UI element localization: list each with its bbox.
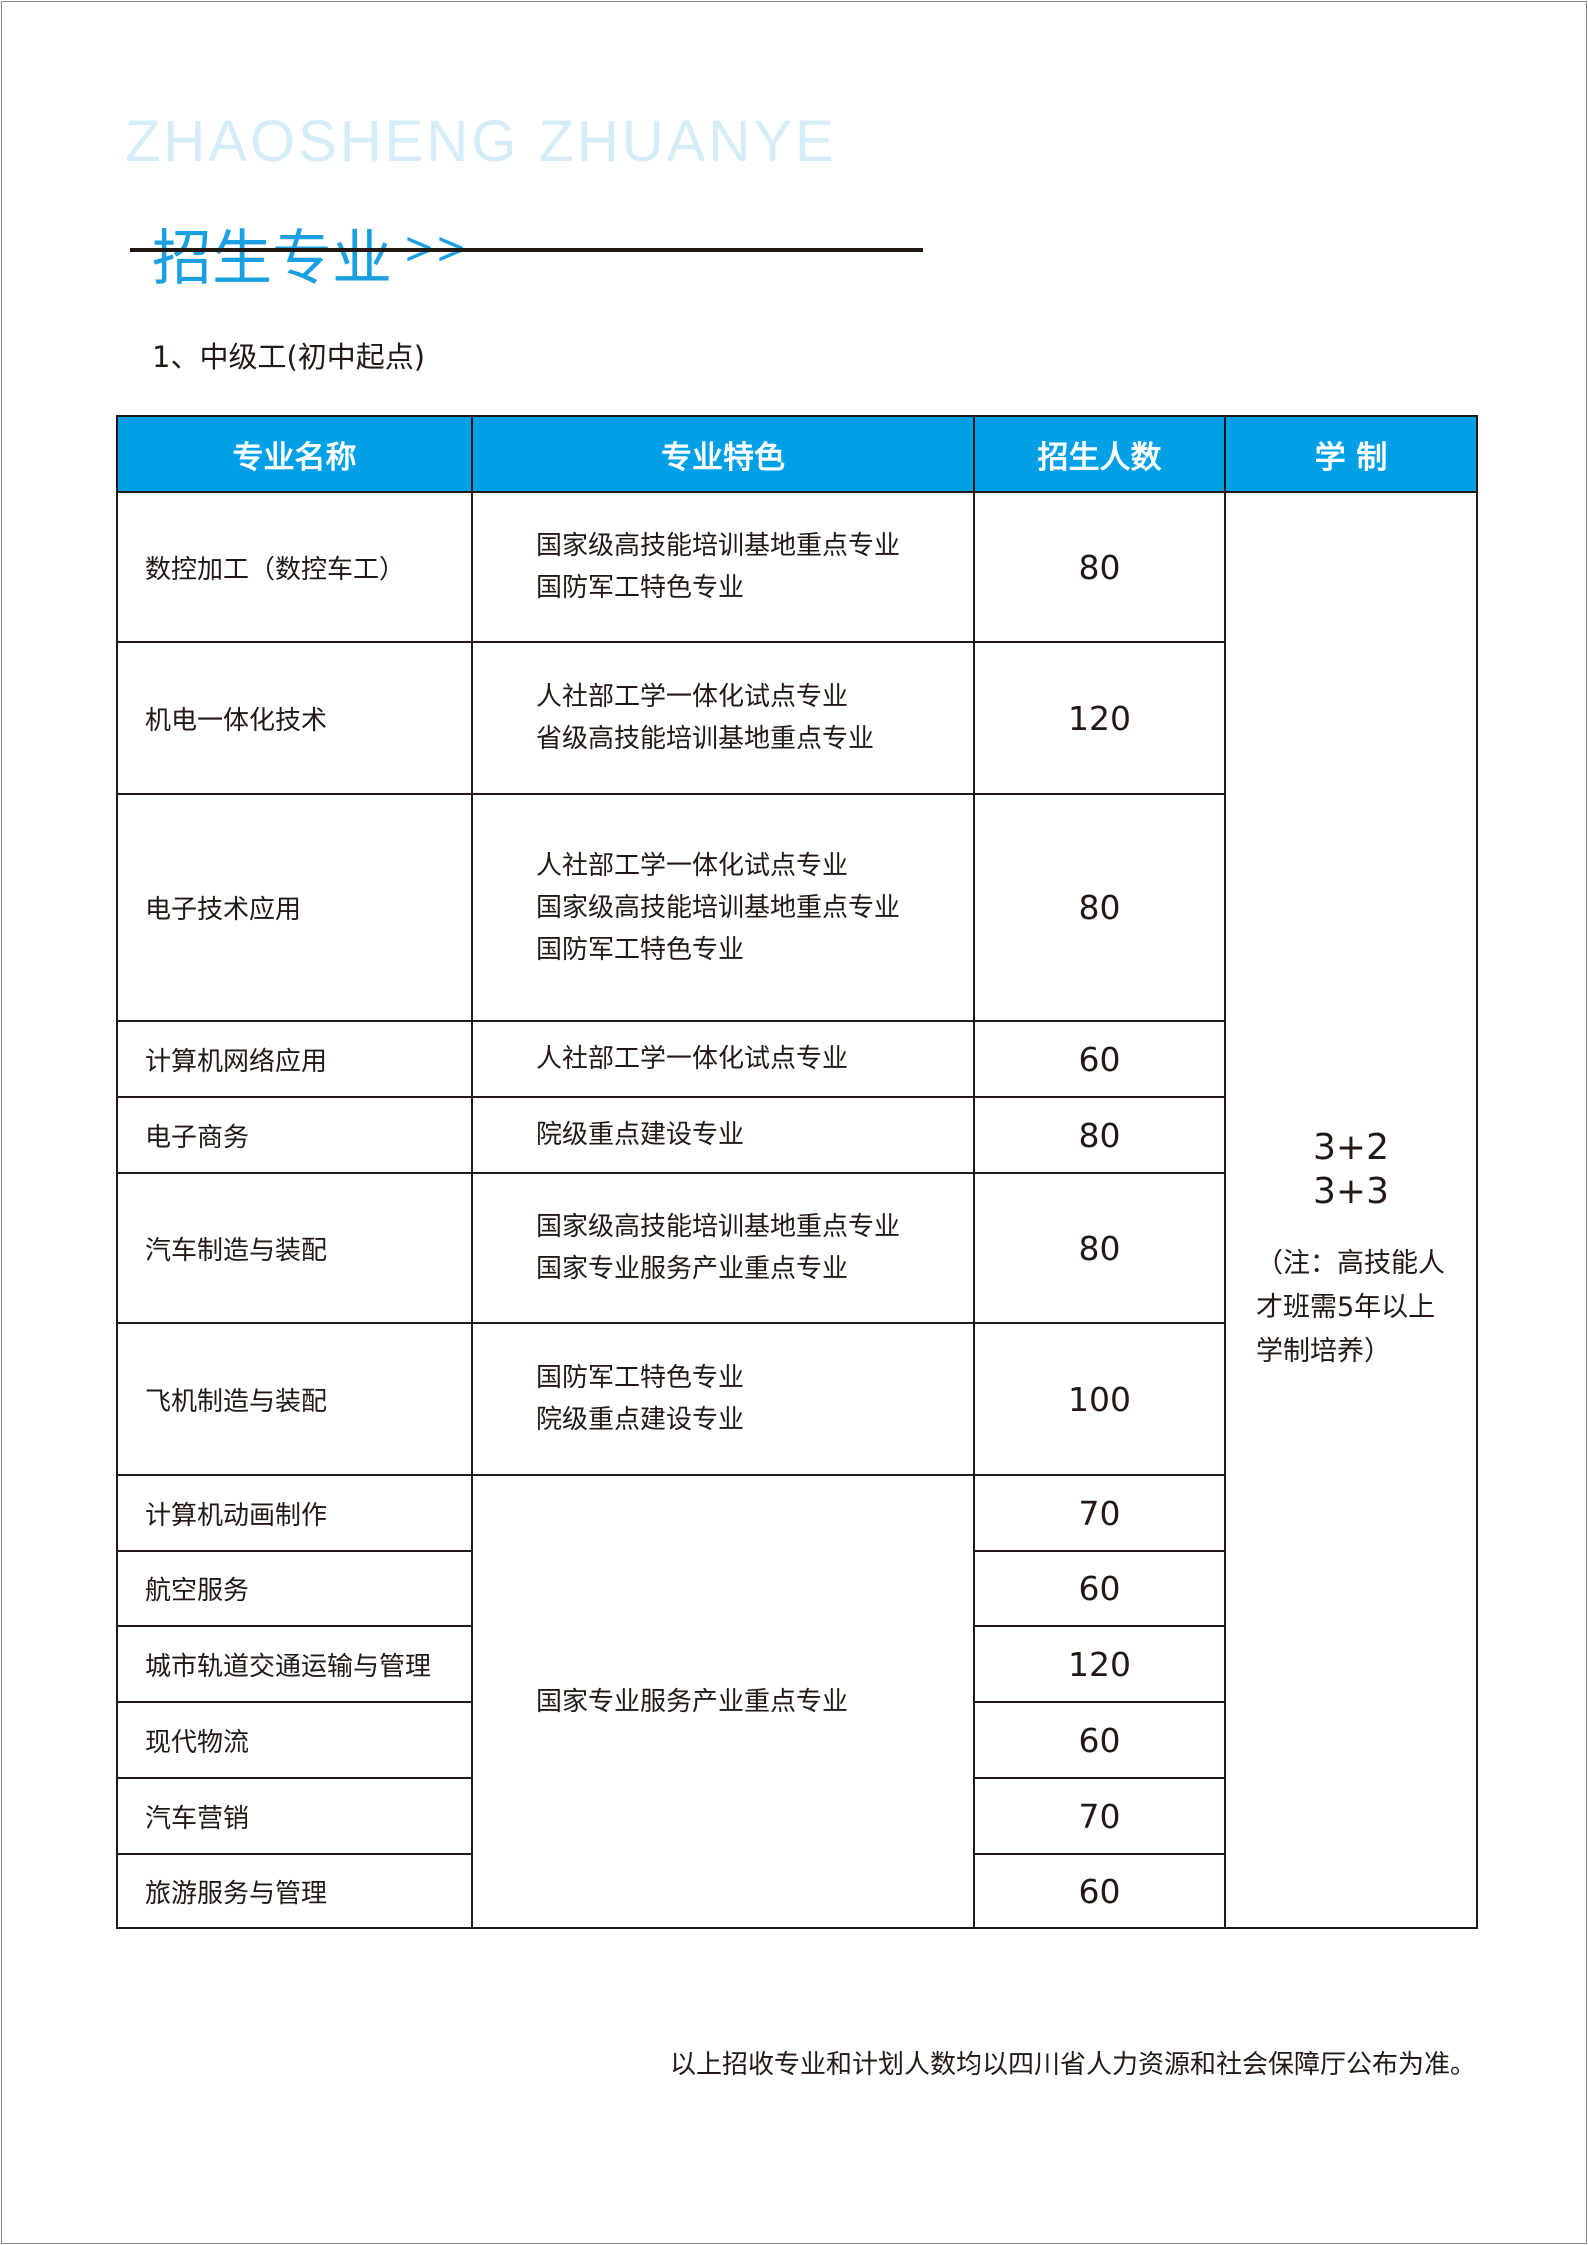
table-header: 专业名称 专业特色 招生人数 学 制	[116, 415, 1478, 493]
major-features: 院级重点建设专业	[471, 1096, 975, 1174]
major-features: 国防军工特色专业 院级重点建设专业	[471, 1322, 975, 1476]
feature-line: 国防军工特色专业	[536, 573, 745, 603]
column-header-features: 专业特色	[471, 415, 975, 493]
enrollment-count: 80	[973, 1172, 1226, 1324]
feature-line: 人社部工学一体化试点专业	[536, 850, 849, 881]
feature-line: 人社部工学一体化试点专业	[536, 682, 849, 712]
enrollment-count: 80	[973, 793, 1226, 1022]
duration-note: （注：高技能人才班需5年以上学制培养）	[1256, 1248, 1445, 1367]
major-name: 飞机制造与装配	[116, 1322, 473, 1476]
table-row: 计算机网络应用 人社部工学一体化试点专业 60	[116, 1020, 1477, 1098]
pinyin-heading: ZHAOSHENG ZHUANYE	[125, 109, 837, 174]
table-row: 电子商务 院级重点建设专业 80	[116, 1096, 1477, 1174]
enrollment-count: 60	[973, 1550, 1226, 1627]
enrollment-count: 120	[973, 1625, 1226, 1703]
major-name: 汽车营销	[116, 1777, 473, 1855]
column-header-name: 专业名称	[116, 415, 473, 493]
feature-line: 国家级高技能培训基地重点专业	[536, 1212, 901, 1242]
major-name: 电子商务	[116, 1096, 473, 1174]
shared-feature: 国家专业服务产业重点专业	[471, 1474, 975, 1929]
table-row: 旅游服务与管理 60	[116, 1853, 1477, 1929]
major-name: 现代物流	[116, 1701, 473, 1779]
enrollment-count: 70	[973, 1474, 1226, 1552]
duration-option: 3+2	[1313, 1127, 1389, 1168]
major-name: 计算机动画制作	[116, 1474, 473, 1552]
major-name: 航空服务	[116, 1550, 473, 1627]
table-row: 飞机制造与装配 国防军工特色专业 院级重点建设专业 100	[116, 1322, 1477, 1476]
enrollment-count: 70	[973, 1777, 1226, 1855]
enrollment-count: 60	[973, 1853, 1226, 1929]
section-title: 1、中级工(初中起点)	[152, 340, 426, 374]
feature-line: 院级重点建设专业	[536, 1405, 745, 1435]
major-name: 电子技术应用	[116, 793, 473, 1022]
footer-note: 以上招收专业和计划人数均以四川省人力资源和社会保障厅公布为准。	[669, 2050, 1476, 2080]
table-row: 汽车制造与装配 国家级高技能培训基地重点专业 国家专业服务产业重点专业 80	[116, 1172, 1477, 1324]
majors-table: 专业名称 专业特色 招生人数 学 制 数控加工（数控车工） 国家级高技能培训基地重…	[116, 415, 1478, 1929]
feature-line: 国家专业服务产业重点专业	[536, 1254, 849, 1284]
major-features: 人社部工学一体化试点专业 省级高技能培训基地重点专业	[471, 641, 975, 795]
enrollment-count: 100	[973, 1322, 1226, 1476]
column-header-count: 招生人数	[973, 415, 1226, 493]
major-name: 数控加工（数控车工）	[116, 491, 473, 643]
feature-line: 院级重点建设专业	[536, 1120, 745, 1150]
major-name: 机电一体化技术	[116, 641, 473, 795]
feature-line: 国防军工特色专业	[536, 934, 745, 965]
feature-line: 省级高技能培训基地重点专业	[536, 724, 875, 754]
feature-line: 国家级高技能培训基地重点专业	[536, 531, 901, 561]
column-header-duration: 学 制	[1224, 415, 1478, 493]
duration-option: 3+3	[1313, 1171, 1389, 1212]
table-row: 数控加工（数控车工） 国家级高技能培训基地重点专业 国防军工特色专业 80 3+2 3+3…	[116, 491, 1478, 1929]
table-row: 电子技术应用 人社部工学一体化试点专业 国家级高技能培训基地重点专业 国防军工特色专业…	[116, 793, 1477, 1022]
page-title: 招生专业	[152, 224, 392, 294]
enrollment-count: 80	[973, 1096, 1226, 1174]
major-features: 国家级高技能培训基地重点专业 国家专业服务产业重点专业	[471, 1172, 975, 1324]
major-features: 国家级高技能培训基地重点专业 国防军工特色专业	[471, 491, 975, 643]
major-name: 城市轨道交通运输与管理	[116, 1625, 473, 1703]
enrollment-count: 80	[973, 491, 1226, 643]
table-row: 城市轨道交通运输与管理 120	[116, 1625, 1477, 1703]
table-row: 航空服务 60	[116, 1550, 1477, 1627]
enrollment-count: 60	[973, 1020, 1226, 1098]
major-features: 人社部工学一体化试点专业	[471, 1020, 975, 1098]
table-row: 汽车营销 70	[116, 1777, 1477, 1855]
major-name: 计算机网络应用	[116, 1020, 473, 1098]
title-divider	[130, 248, 923, 252]
feature-line: 国防军工特色专业	[536, 1363, 745, 1393]
major-name: 汽车制造与装配	[116, 1172, 473, 1324]
duration-cell: 3+2 3+3 （注：高技能人才班需5年以上学制培养）	[1224, 491, 1478, 1929]
major-name: 旅游服务与管理	[116, 1853, 473, 1929]
enrollment-count: 60	[973, 1701, 1226, 1779]
enrollment-count: 120	[973, 641, 1226, 795]
table-row: 计算机动画制作 国家专业服务产业重点专业 70	[116, 1474, 1477, 1929]
feature-line: 人社部工学一体化试点专业	[536, 1044, 849, 1074]
table-row: 机电一体化技术 人社部工学一体化试点专业 省级高技能培训基地重点专业 120	[116, 641, 1477, 795]
table-row: 现代物流 60	[116, 1701, 1477, 1779]
major-features: 人社部工学一体化试点专业国家级高技能培训基地重点专业 国防军工特色专业	[471, 793, 975, 1022]
feature-line: 国家级高技能培训基地重点专业	[536, 892, 901, 923]
